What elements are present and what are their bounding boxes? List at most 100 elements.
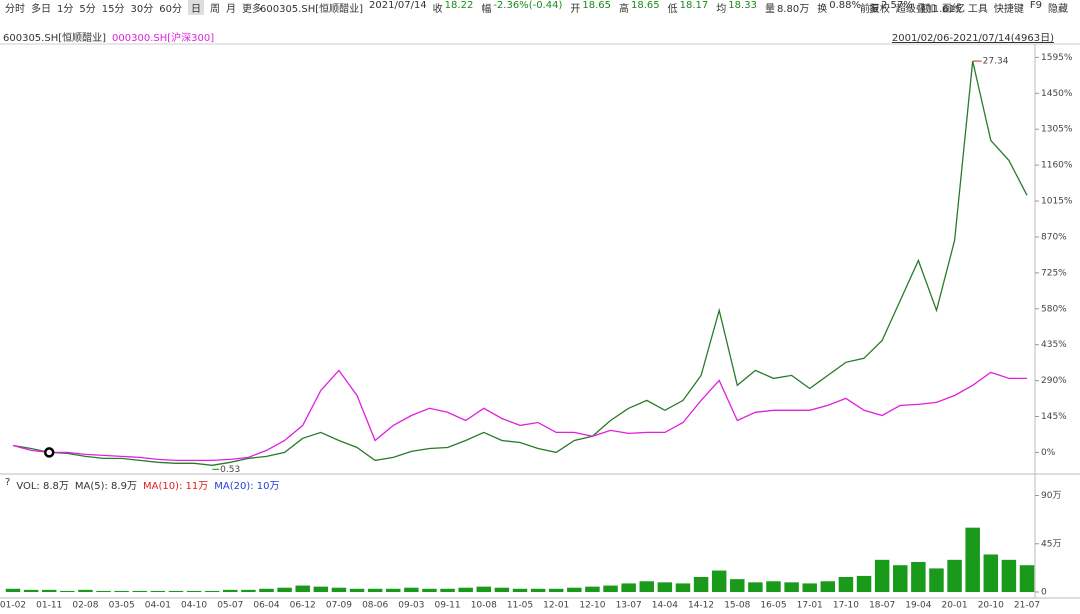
x-tick-label: 04-10 — [181, 601, 207, 611]
tool-button[interactable]: 画线 — [941, 4, 962, 15]
volume-bar — [440, 588, 455, 592]
date-range: 2001/02/06-2021/07/14(4963日) — [891, 33, 1054, 44]
period-button[interactable]: 30分 — [130, 4, 154, 15]
period-button[interactable]: 分时 — [5, 4, 25, 15]
y-tick-label: 90万 — [1041, 491, 1061, 501]
volume-bar — [114, 590, 129, 592]
period-button[interactable]: 15分 — [101, 4, 125, 15]
period-button[interactable]: 5分 — [79, 4, 96, 15]
field-label: 开 — [570, 4, 581, 15]
period-button[interactable]: 1分 — [57, 4, 74, 15]
field-value: 18.17 — [679, 0, 709, 11]
field-value: 1.61亿 — [932, 4, 966, 15]
x-tick-label: 17-10 — [833, 601, 859, 611]
quote-date: 2021/07/14 — [369, 0, 427, 11]
volume-bar — [1001, 559, 1017, 592]
x-tick-label: 06-04 — [253, 601, 279, 611]
period-button[interactable]: 多日 — [31, 4, 51, 15]
period-button[interactable]: 月 — [225, 4, 236, 15]
volume-bar — [639, 581, 654, 592]
volume-bar — [295, 585, 310, 592]
volume-bar — [78, 589, 93, 592]
field-label: 量 — [764, 4, 775, 15]
x-tick-label: 09-11 — [434, 601, 460, 611]
field-label: 额 — [920, 4, 931, 15]
tool-button[interactable]: F9 — [1029, 0, 1042, 11]
period-button[interactable]: 周 — [209, 4, 220, 15]
volume-bar — [874, 559, 890, 592]
x-tick-label: 11-05 — [507, 601, 533, 611]
field-value: 2.57% — [880, 0, 913, 11]
volume-bar — [711, 570, 727, 592]
volume-bar — [748, 582, 763, 592]
y-tick-label: 0 — [1041, 588, 1047, 598]
y-tick-label: 45万 — [1041, 539, 1061, 549]
volume-bar — [168, 590, 184, 592]
volume-bar — [983, 554, 999, 592]
volume-bar — [494, 587, 510, 592]
field-value: 18.22 — [444, 0, 474, 11]
y-tick-label: 145% — [1041, 412, 1067, 422]
x-tick-label: 08-06 — [362, 601, 388, 611]
x-tick-label: 21-07 — [1014, 601, 1040, 611]
volume-bar — [422, 588, 437, 592]
volume-bar — [929, 568, 944, 592]
volume-legend-entry: ? — [5, 477, 11, 488]
tool-button[interactable]: 隐藏 — [1048, 4, 1068, 15]
volume-bar — [530, 588, 546, 592]
y-tick-label: 580% — [1041, 304, 1067, 314]
field-value: -2.36%(-0.44) — [493, 0, 563, 11]
series-line — [12, 60, 1028, 466]
y-tick-label: 1160% — [1041, 161, 1073, 171]
field-value: 0.88% — [829, 0, 861, 11]
volume-bar — [259, 588, 274, 592]
x-tick-label: 14-12 — [688, 601, 714, 611]
volume-bar — [657, 582, 673, 592]
period-button[interactable]: 更多 — [241, 4, 262, 15]
x-tick-label: 07-09 — [326, 601, 352, 611]
volume-bar — [458, 587, 473, 592]
volume-bar — [150, 590, 166, 592]
volume-bar — [893, 565, 908, 592]
volume-bar — [1019, 565, 1035, 592]
volume-bar — [621, 583, 636, 592]
volume-bar — [947, 559, 962, 592]
volume-bar — [965, 527, 980, 592]
volume-bar — [386, 588, 401, 592]
field-value: 18.33 — [728, 0, 757, 11]
y-tick-label: 0% — [1041, 448, 1056, 458]
tool-button[interactable]: 快捷键 — [993, 4, 1024, 15]
volume-legend-entry: MA(10): 11万 — [142, 481, 209, 492]
volume-bar — [476, 586, 492, 592]
x-tick-label: 01-11 — [36, 601, 62, 611]
x-tick-label: 16-05 — [760, 601, 786, 611]
field-label: 收 — [432, 4, 443, 15]
field-label: 换 — [817, 4, 828, 15]
volume-bar — [96, 590, 111, 592]
x-tick-label: 10-08 — [471, 601, 497, 611]
quote-info: 600305.SH[恒顺醋业] 2021/07/14 收 18.22 幅 -2.36%(-… — [260, 0, 973, 15]
period-button[interactable]: 日 — [187, 0, 204, 15]
annotation: 0.53 — [220, 465, 240, 475]
tool-button[interactable]: 超级叠加 — [895, 4, 936, 15]
tool-button[interactable]: 前复权 — [859, 4, 890, 15]
period-button[interactable]: 60分 — [159, 4, 182, 15]
field-value: 18.65 — [582, 0, 612, 11]
field-value: 8.80万 — [776, 4, 810, 15]
volume-bar — [132, 590, 147, 592]
volume-bar — [766, 581, 781, 592]
tool-button[interactable]: 工具 — [967, 4, 988, 15]
x-tick-label: 13-07 — [616, 601, 642, 611]
x-tick-label: 19-04 — [905, 601, 931, 611]
volume-bar — [5, 588, 21, 592]
volume-bar — [204, 590, 220, 592]
toolbar: 分时 多日 1分 5分 15分 30分 60分日周月更多 — [5, 0, 268, 15]
y-tick-label: 1015% — [1041, 197, 1073, 207]
volume-bar — [693, 576, 709, 592]
volume-bar — [802, 583, 817, 592]
x-tick-label: 09-03 — [398, 601, 424, 611]
x-tick-label: 02-08 — [72, 601, 98, 611]
stock-name: 600305.SH[恒顺醋业] — [260, 4, 364, 15]
legend-entry: 600305.SH[恒顺醋业] — [3, 33, 107, 44]
volume-bar — [567, 587, 582, 592]
